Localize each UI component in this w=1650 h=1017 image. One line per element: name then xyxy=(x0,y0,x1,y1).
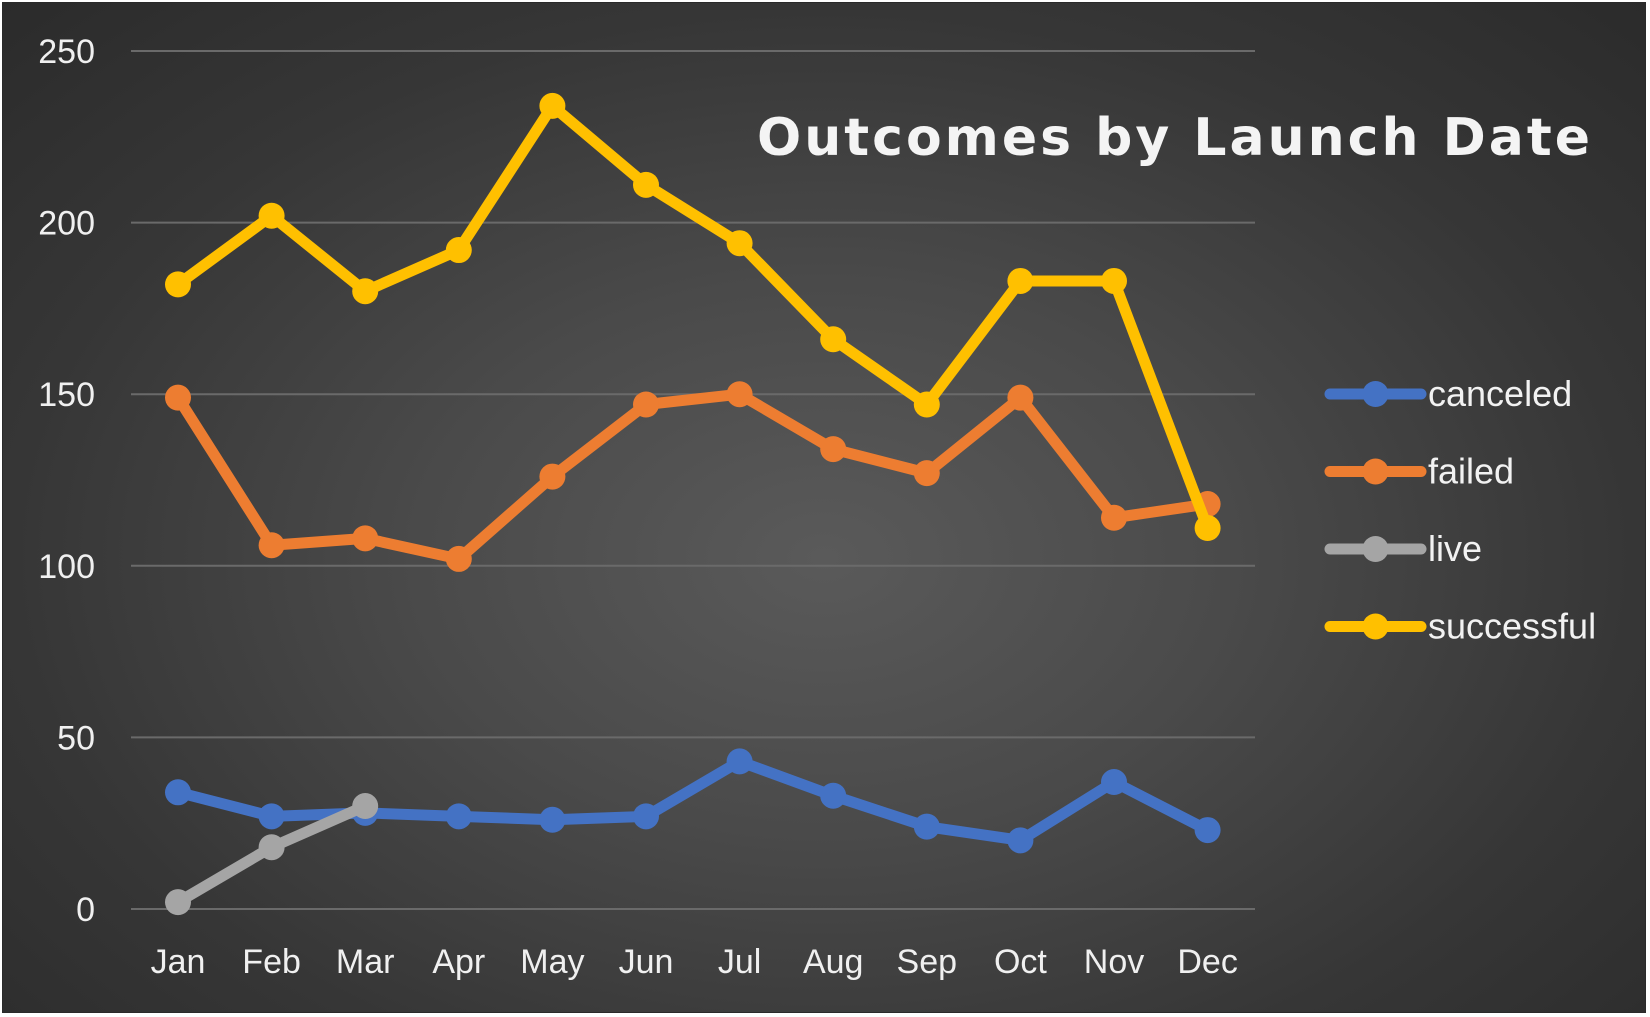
data-point-failed xyxy=(352,525,379,552)
data-point-live xyxy=(165,889,191,916)
data-point-successful xyxy=(726,230,753,257)
series-line-successful xyxy=(172,100,1214,534)
data-point-canceled xyxy=(539,806,566,833)
data-point-failed xyxy=(165,384,191,411)
legend-marker-canceled xyxy=(1362,381,1389,407)
x-tick-label: May xyxy=(520,943,584,981)
data-point-failed xyxy=(258,532,285,559)
data-point-successful xyxy=(539,92,566,119)
legend-item-canceled: canceled xyxy=(1324,373,1572,414)
data-point-canceled xyxy=(445,803,472,830)
legend-item-failed: failed xyxy=(1324,451,1514,492)
data-point-canceled xyxy=(1007,827,1034,854)
x-tick-label: Feb xyxy=(242,943,301,981)
data-point-successful xyxy=(1194,515,1221,542)
data-point-live xyxy=(352,793,379,820)
y-tick-label: 200 xyxy=(38,205,95,243)
x-tick-label: Jun xyxy=(619,943,674,981)
data-point-canceled xyxy=(633,803,659,830)
x-tick-label: Sep xyxy=(897,943,958,981)
y-tick-label: 250 xyxy=(38,33,95,71)
series-successful xyxy=(165,92,1221,542)
data-point-canceled xyxy=(165,779,191,806)
data-point-canceled xyxy=(820,782,847,809)
legend: canceled failed live successful xyxy=(1324,373,1596,647)
legend-marker-failed xyxy=(1362,458,1389,485)
x-tick-label: Dec xyxy=(1177,943,1237,981)
chart-title: Outcomes by Launch Date xyxy=(757,108,1593,168)
data-point-failed xyxy=(633,391,659,418)
legend-label-failed: failed xyxy=(1428,451,1514,492)
data-point-failed xyxy=(726,381,753,408)
y-tick-label: 100 xyxy=(38,548,95,586)
y-tick-label: 0 xyxy=(76,891,95,929)
gridlines xyxy=(131,50,1255,910)
series-canceled xyxy=(165,748,1221,854)
data-point-canceled xyxy=(258,803,285,830)
x-tick-label: Oct xyxy=(994,943,1047,981)
data-point-failed xyxy=(539,463,566,490)
data-point-canceled xyxy=(1101,769,1127,796)
x-tick-label: Mar xyxy=(336,943,395,981)
data-point-successful xyxy=(820,326,847,353)
legend-label-canceled: canceled xyxy=(1428,373,1572,414)
legend-label-successful: successful xyxy=(1428,606,1596,647)
data-point-successful xyxy=(445,237,472,264)
data-point-successful xyxy=(1101,267,1127,294)
data-point-successful xyxy=(352,278,379,305)
legend-item-successful: successful xyxy=(1324,606,1596,647)
x-tick-label: Aug xyxy=(803,943,864,981)
legend-label-live: live xyxy=(1428,528,1482,569)
legend-marker-successful xyxy=(1362,613,1389,640)
data-point-failed xyxy=(1007,384,1034,411)
series-line-canceled xyxy=(172,755,1214,846)
x-tick-label: Jan xyxy=(151,943,206,981)
series-failed xyxy=(165,381,1221,572)
data-point-failed xyxy=(445,545,472,572)
data-point-live xyxy=(258,834,285,861)
series-line-failed xyxy=(172,388,1214,565)
x-tick-label: Apr xyxy=(432,943,485,981)
data-point-canceled xyxy=(913,813,940,840)
y-axis-ticks: 0 50 100 150 200 250 xyxy=(38,33,95,929)
data-point-successful xyxy=(913,391,940,418)
y-tick-label: 50 xyxy=(57,719,95,757)
legend-marker-live xyxy=(1362,536,1389,562)
x-tick-label: Nov xyxy=(1084,943,1144,981)
data-point-failed xyxy=(820,436,847,463)
x-tick-label: Jul xyxy=(718,943,761,981)
data-point-successful xyxy=(1007,267,1034,294)
series-lines xyxy=(165,92,1221,916)
data-point-failed xyxy=(1101,504,1127,531)
data-point-failed xyxy=(913,460,940,487)
data-point-canceled xyxy=(1194,817,1221,844)
y-tick-label: 150 xyxy=(38,376,95,414)
data-point-successful xyxy=(258,202,285,229)
series-live xyxy=(165,793,379,916)
legend-item-live: live xyxy=(1324,528,1482,569)
data-point-successful xyxy=(165,271,191,298)
data-point-canceled xyxy=(726,748,753,775)
data-point-successful xyxy=(633,171,659,198)
line-chart: 0 50 100 150 200 250 Jan Feb Mar Apr May Jun Jul Aug… xyxy=(38,33,1596,981)
x-axis-ticks: Jan Feb Mar Apr May Jun Jul Aug Sep Oct Nov Dec xyxy=(151,943,1238,981)
